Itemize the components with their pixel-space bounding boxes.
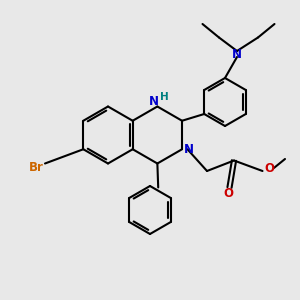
Text: N: N bbox=[232, 47, 242, 61]
Text: H: H bbox=[160, 92, 168, 102]
Text: Br: Br bbox=[28, 161, 44, 174]
Text: N: N bbox=[184, 143, 194, 156]
Text: O: O bbox=[264, 162, 274, 175]
Text: N: N bbox=[149, 94, 159, 108]
Text: O: O bbox=[223, 187, 233, 200]
